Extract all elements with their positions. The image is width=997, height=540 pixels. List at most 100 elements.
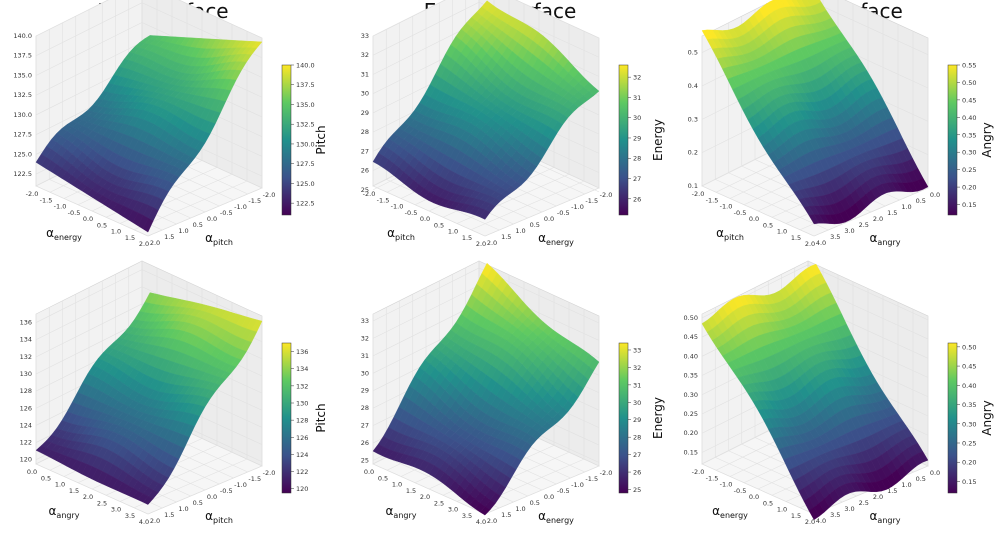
y-tick-label: 2.0 [873,493,883,501]
x-tick-label: -1.0 [391,203,404,211]
colorbar-tick-label: 31 [633,381,641,389]
x-axis-label: αangry [386,504,417,520]
x-tick-label: -1.0 [54,203,67,211]
colorbar-tick-label: 0.40 [962,382,976,390]
colorbar-tick-label: 135.0 [296,101,315,109]
y-tick-label: -1.0 [571,481,584,489]
colorbar-tick-label: 130.0 [296,140,315,148]
x-tick-label: 1.0 [448,228,458,236]
colorbar-tick-label: 125.0 [296,180,315,188]
y-tick-label: -2.0 [600,191,613,199]
x-tick-label: 0.5 [763,499,773,507]
colorbar-tick-label: 30 [633,114,641,122]
y-tick-label: -1.0 [234,203,247,211]
z-tick-label: 29 [361,387,369,395]
y-tick-label: 0.5 [916,197,926,205]
x-tick-label: 0.0 [420,215,430,223]
x-tick-label: 3.0 [111,506,121,514]
y-tick-label: 1.5 [164,233,174,241]
colorbar [618,64,629,216]
x-tick-label: 2.0 [139,240,149,248]
z-tick-label: 128 [20,387,32,395]
colorbar-tick-label: 0.25 [962,166,976,174]
colorbar-tick-label: 29 [633,134,641,142]
z-tick-label: 134 [20,336,32,344]
colorbar-tick-label: 0.50 [962,343,976,351]
y-tick-label: 1.0 [901,203,911,211]
colorbar [281,342,292,494]
x-tick-label: 0.5 [97,221,107,229]
colorbar-label: Angry [980,400,994,435]
z-tick-label: 32 [361,51,369,59]
colorbar-label: Energy [651,119,665,161]
colorbar-label: Angry [980,122,994,157]
y-tick-label: -1.0 [234,481,247,489]
y-tick-label: -1.5 [248,475,261,483]
x-tick-label: -1.5 [706,196,719,204]
colorbar-tick-label: 27 [633,451,641,459]
z-tick-label: 0.15 [684,448,698,456]
colorbar-tick-label: 32 [633,74,641,82]
x-tick-label: 1.0 [392,481,402,489]
y-tick-label: -1.0 [571,203,584,211]
colorbar-tick-label: 31 [633,94,641,102]
x-tick-label: 1.5 [462,234,472,242]
y-tick-label: 3.5 [830,511,840,519]
surface-cell [479,209,491,220]
x-tick-label: 1.5 [69,487,79,495]
z-tick-label: 28 [361,128,369,136]
z-tick-label: 33 [361,32,369,40]
surface-mesh [372,0,600,220]
x-tick-label: 1.5 [791,234,801,242]
y-tick-label: 1.0 [901,481,911,489]
x-tick-label: 2.0 [420,493,430,501]
z-tick-label: 124 [20,421,32,429]
y-tick-label: 0.5 [193,499,203,507]
colorbar-tick-label: 0.40 [962,114,976,122]
y-tick-label: 0.0 [930,469,940,477]
y-tick-label: 4.0 [816,239,826,247]
x-axis-label: αangry [49,504,80,520]
x-tick-label: 1.0 [55,481,65,489]
z-tick-label: 0.20 [684,429,698,437]
x-tick-label: 1.5 [125,234,135,242]
colorbar [618,342,629,494]
y-tick-label: 0.0 [207,493,217,501]
z-tick-label: 25 [361,186,369,194]
x-tick-label: 3.5 [462,512,472,520]
z-tick-label: 132 [20,353,32,361]
surface-plot-5: 25 26 27 28 29 30 31 32 33 0.0 0.5 1.0 1.5 2.0 2.5 3.0 3… [361,260,665,526]
floor-gridline [35,463,149,515]
x-tick-label: 0.5 [378,474,388,482]
y-tick-label: -0.5 [557,487,570,495]
z-tick-label: 32 [361,334,369,342]
x-tick-label: 0.5 [434,221,444,229]
x-tick-label: -0.5 [734,487,747,495]
x-tick-label: 0.0 [27,468,37,476]
z-tick-label: 30 [361,369,369,377]
floor-gridline [372,185,486,237]
x-tick-label: 0.5 [41,474,51,482]
y-tick-label: 1.5 [164,511,174,519]
x-tick-label: -1.0 [720,481,733,489]
surface-cell [142,495,154,505]
y-axis-label: αangry [870,231,901,247]
x-tick-label: -0.5 [734,209,747,217]
surface-cell [479,506,491,516]
x-tick-label: 1.5 [791,512,801,520]
z-tick-label: 27 [361,422,369,430]
colorbar-tick-label: 0.55 [962,62,976,70]
x-tick-label: 2.5 [434,499,444,507]
surface-cell [142,217,154,233]
x-tick-label: 1.0 [777,506,787,514]
z-tick-label: 122.5 [13,170,32,178]
x-tick-label: 0.0 [749,493,759,501]
y-axis-label: αenergy [538,231,574,247]
y-tick-label: -2.0 [263,191,276,199]
y-tick-label: 2.0 [487,239,497,247]
z-tick-label: 132.5 [13,91,32,99]
y-axis-label: αenergy [538,509,574,525]
x-tick-label: -1.5 [40,196,53,204]
z-tick-label: 0.50 [684,314,698,322]
